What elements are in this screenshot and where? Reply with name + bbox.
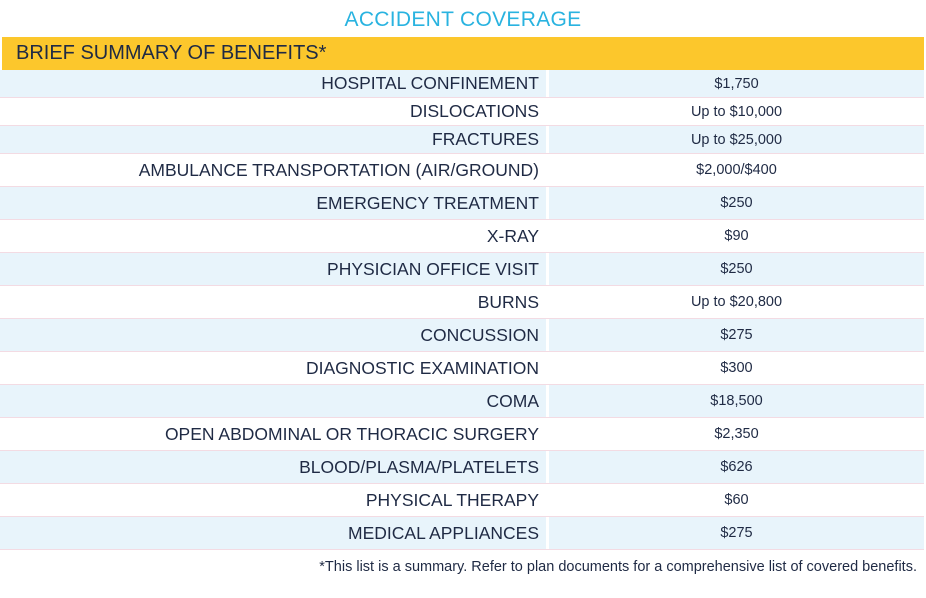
column-divider (546, 517, 549, 549)
benefit-label: X-RAY (0, 220, 546, 252)
benefit-label: COMA (0, 385, 546, 417)
table-row: MEDICAL APPLIANCES $275 (0, 517, 924, 550)
table-header-bar: BRIEF SUMMARY OF BENEFITS* (2, 37, 924, 70)
column-divider (546, 451, 549, 483)
benefit-label: PHYSICAL THERAPY (0, 484, 546, 516)
column-divider (546, 352, 549, 384)
benefit-value: Up to $10,000 (549, 98, 924, 125)
benefit-value: Up to $25,000 (549, 126, 924, 153)
benefit-value: $250 (549, 187, 924, 219)
table-row: OPEN ABDOMINAL OR THORACIC SURGERY $2,350 (0, 418, 924, 451)
column-divider (546, 286, 549, 318)
column-divider (546, 187, 549, 219)
table-row: CONCUSSION $275 (0, 319, 924, 352)
column-divider (546, 385, 549, 417)
benefit-label: CONCUSSION (0, 319, 546, 351)
benefit-label: HOSPITAL CONFINEMENT (0, 70, 546, 97)
table-row: EMERGENCY TREATMENT $250 (0, 187, 924, 220)
table-row: DIAGNOSTIC EXAMINATION $300 (0, 352, 924, 385)
column-divider (546, 418, 549, 450)
benefit-label: MEDICAL APPLIANCES (0, 517, 546, 549)
benefit-value: $18,500 (549, 385, 924, 417)
benefit-label: DISLOCATIONS (0, 98, 546, 125)
table-row: COMA $18,500 (0, 385, 924, 418)
benefit-value: Up to $20,800 (549, 286, 924, 318)
benefit-value: $275 (549, 517, 924, 549)
benefit-value: $250 (549, 253, 924, 285)
column-divider (546, 126, 549, 153)
benefit-label: AMBULANCE TRANSPORTATION (AIR/GROUND) (0, 154, 546, 186)
table-row: FRACTURES Up to $25,000 (0, 126, 924, 154)
benefit-label: OPEN ABDOMINAL OR THORACIC SURGERY (0, 418, 546, 450)
benefit-value: $2,350 (549, 418, 924, 450)
table-row: X-RAY $90 (0, 220, 924, 253)
column-divider (546, 154, 549, 186)
benefit-value: $275 (549, 319, 924, 351)
column-divider (546, 220, 549, 252)
table-row: BURNS Up to $20,800 (0, 286, 924, 319)
benefit-value: $1,750 (549, 70, 924, 97)
column-divider (546, 253, 549, 285)
benefit-label: FRACTURES (0, 126, 546, 153)
table-row: HOSPITAL CONFINEMENT $1,750 (0, 70, 924, 98)
benefit-value: $300 (549, 352, 924, 384)
benefit-label: PHYSICIAN OFFICE VISIT (0, 253, 546, 285)
table-row: PHYSICAL THERAPY $60 (0, 484, 924, 517)
benefit-value: $2,000/$400 (549, 154, 924, 186)
table-row: PHYSICIAN OFFICE VISIT $250 (0, 253, 924, 286)
column-divider (546, 484, 549, 516)
benefit-label: BLOOD/PLASMA/PLATELETS (0, 451, 546, 483)
column-divider (546, 319, 549, 351)
page-title: ACCIDENT COVERAGE (344, 8, 582, 31)
benefit-value: $90 (549, 220, 924, 252)
column-divider (546, 98, 549, 125)
benefit-label: BURNS (0, 286, 546, 318)
benefit-label: DIAGNOSTIC EXAMINATION (0, 352, 546, 384)
table-header-title: BRIEF SUMMARY OF BENEFITS* (16, 42, 327, 64)
table-row: DISLOCATIONS Up to $10,000 (0, 98, 924, 126)
benefit-value: $626 (549, 451, 924, 483)
table-row: BLOOD/PLASMA/PLATELETS $626 (0, 451, 924, 484)
benefit-value: $60 (549, 484, 924, 516)
footnote: *This list is a summary. Refer to plan d… (319, 559, 917, 575)
table-row: AMBULANCE TRANSPORTATION (AIR/GROUND) $2,… (0, 154, 924, 187)
column-divider (546, 70, 549, 97)
benefits-table: HOSPITAL CONFINEMENT $1,750 DISLOCATIONS Up… (0, 70, 926, 550)
benefit-label: EMERGENCY TREATMENT (0, 187, 546, 219)
